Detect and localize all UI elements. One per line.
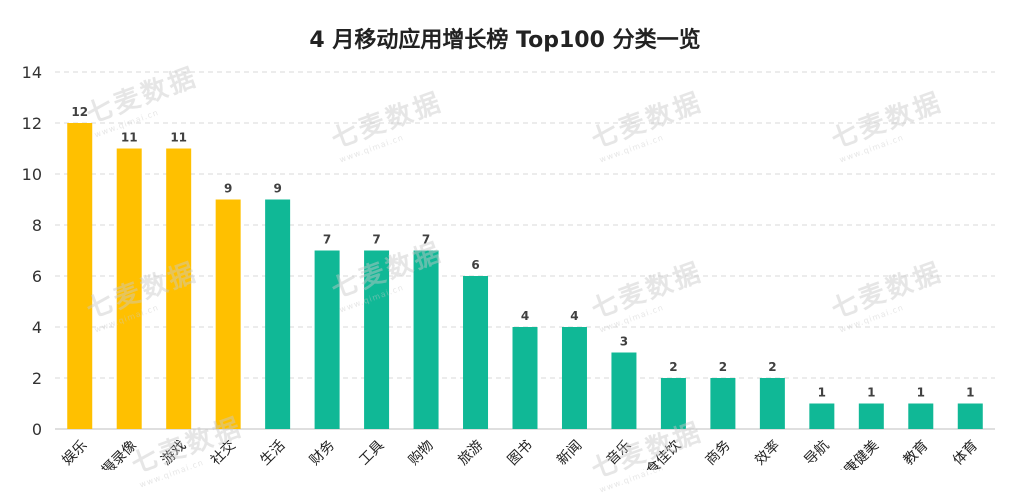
bar	[413, 250, 439, 429]
data-label: 9	[224, 182, 232, 196]
chart-title: 4 月移动应用增长榜 Top100 分类一览	[309, 28, 701, 53]
data-label: 7	[323, 233, 331, 247]
bar-chart-plot: 0246810121412娱乐11摄录像11游戏9社交9生活7财务7工具7购物6…	[22, 63, 995, 470]
bar	[116, 148, 142, 429]
x-tick-label: 音乐	[603, 437, 635, 469]
bar	[67, 123, 93, 429]
data-label: 1	[818, 386, 826, 400]
x-tick-label: 娱乐	[59, 438, 90, 469]
chart: 4 月移动应用增长榜 Top100 分类一览 0 2 4 6 8 10 12 14 12 娱乐 11…	[22, 28, 995, 494]
y-tick-label: 14	[22, 63, 42, 82]
bar	[957, 403, 983, 429]
x-tick-label: 图书	[505, 438, 536, 469]
y-tick-label: 2	[32, 369, 42, 388]
x-tick-label: 财务	[307, 438, 338, 469]
data-label: 2	[719, 360, 727, 374]
data-label: 2	[768, 360, 776, 374]
bar	[660, 378, 686, 429]
bar	[710, 378, 736, 429]
bar	[265, 199, 291, 429]
bar	[364, 250, 390, 429]
x-tick-label: 生活	[257, 438, 288, 469]
bar	[611, 352, 637, 429]
x-tick-label: 新闻	[554, 438, 585, 469]
bar	[809, 403, 835, 429]
data-label: 2	[669, 360, 677, 374]
x-tick-label: 社交	[207, 437, 239, 469]
x-tick-label: 工具	[356, 438, 387, 469]
data-label: 11	[121, 131, 138, 145]
x-tick-label: 购物	[406, 438, 437, 469]
data-label: 7	[372, 233, 380, 247]
x-tick-label: 摄录像	[99, 438, 140, 470]
x-tick-label: 商务	[703, 438, 734, 469]
y-tick-label: 6	[32, 267, 42, 286]
data-label: 7	[422, 233, 430, 247]
bar	[314, 250, 340, 429]
bar	[858, 403, 884, 429]
y-tick-label: 8	[32, 216, 42, 235]
x-tick-label: 效率	[751, 437, 783, 469]
x-tick-label: 游戏	[158, 438, 189, 469]
y-tick-label: 0	[32, 420, 42, 439]
bar	[908, 403, 934, 429]
x-tick-label: 健康健美	[831, 437, 883, 470]
y-tick-label: 12	[22, 114, 42, 133]
data-label: 1	[966, 386, 974, 400]
x-tick-label: 体育	[950, 438, 981, 469]
data-label: 11	[170, 131, 187, 145]
x-tick-label: 导航	[802, 438, 833, 469]
data-label: 4	[521, 309, 529, 323]
data-label: 4	[570, 309, 578, 323]
x-tick-label: 美食佳饮	[633, 437, 685, 470]
bar	[215, 199, 241, 429]
x-tick-label: 旅游	[455, 438, 486, 469]
x-tick-label: 教育	[901, 438, 932, 469]
data-label: 6	[471, 258, 479, 272]
bar	[166, 148, 192, 429]
y-tick-label: 4	[32, 318, 42, 337]
bar	[463, 276, 489, 429]
data-label: 12	[71, 105, 88, 119]
bar	[512, 327, 538, 429]
data-label: 9	[273, 182, 281, 196]
y-tick-label: 10	[22, 165, 42, 184]
bar	[561, 327, 587, 429]
data-label: 3	[620, 335, 628, 349]
bar	[759, 378, 785, 429]
data-label: 1	[917, 386, 925, 400]
data-label: 1	[867, 386, 875, 400]
